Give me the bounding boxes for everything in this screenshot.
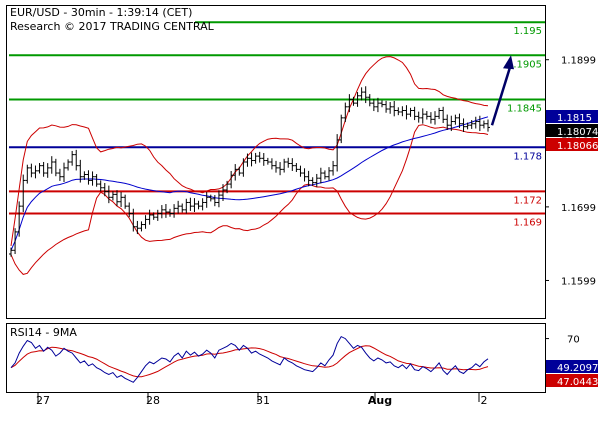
level-label-resistance: 1.195 — [513, 26, 542, 37]
price-axis-label: 1.1699 — [561, 203, 596, 214]
price-bars — [9, 86, 490, 257]
time-axis-label: 2 — [481, 394, 488, 407]
price-tag-price — [546, 124, 598, 137]
time-axis-label: 28 — [146, 394, 160, 407]
key-levels: 1.195 1.1905 1.1845 1.178 1.172 1.169 — [9, 21, 545, 229]
time-axis-label: Aug — [368, 394, 392, 407]
copyright-line: Research © 2017 TRADING CENTRAL — [10, 20, 214, 33]
price-panel-frame — [6, 5, 546, 319]
price-tag-label-bid: 1.1815 — [557, 113, 592, 124]
price-axis-label: 1.1899 — [561, 56, 596, 67]
rsi-panel-frame — [6, 323, 546, 393]
level-label-resistance: 1.1845 — [507, 103, 542, 114]
rsi-ma-line — [10, 345, 489, 378]
price-tag-ask — [546, 138, 598, 151]
rsi-value-label: 49.2097 — [557, 363, 598, 374]
rsi-line — [10, 335, 489, 383]
bollinger-bands — [10, 56, 489, 275]
level-label-resistance: 1.1905 — [507, 59, 542, 70]
forecast-arrow-head — [503, 55, 514, 70]
forecast-arrow-shaft — [490, 66, 512, 126]
moving-average-line — [10, 116, 489, 251]
time-axis-label: 27 — [36, 394, 50, 407]
moving-average — [10, 116, 489, 251]
price-axis-label: 1.1599 — [561, 276, 596, 287]
rsi-lines: 70 49.2097 47.0443 — [10, 335, 598, 388]
price-tag-label-price: 1.18074 — [557, 127, 598, 138]
level-label-support: 1.169 — [513, 218, 542, 229]
price-tag-label-ask: 1.18066 — [557, 141, 598, 152]
rsi-value-tag — [546, 360, 598, 373]
forecast-arrow — [490, 55, 514, 126]
bollinger-lower-line — [10, 124, 489, 275]
bollinger-upper-line — [10, 56, 489, 246]
level-label-support: 1.172 — [513, 195, 542, 206]
rsi-value-label: 47.0443 — [557, 377, 598, 388]
time-axis: 27 28 31 Aug 2 — [36, 392, 488, 407]
level-label-pivot: 1.178 — [513, 151, 542, 162]
rsi-axis-label: 70 — [567, 335, 580, 346]
price-tags: 1.1815 1.18074 1.18066 — [546, 110, 598, 152]
chart-title: EUR/USD - 30min - 1:39:14 (CET) — [10, 6, 193, 19]
rsi-value-tag — [546, 374, 598, 387]
rsi-panel-title: RSI14 - 9MA — [10, 326, 77, 339]
price-tag-bid — [546, 110, 598, 123]
time-axis-label: 31 — [256, 394, 270, 407]
